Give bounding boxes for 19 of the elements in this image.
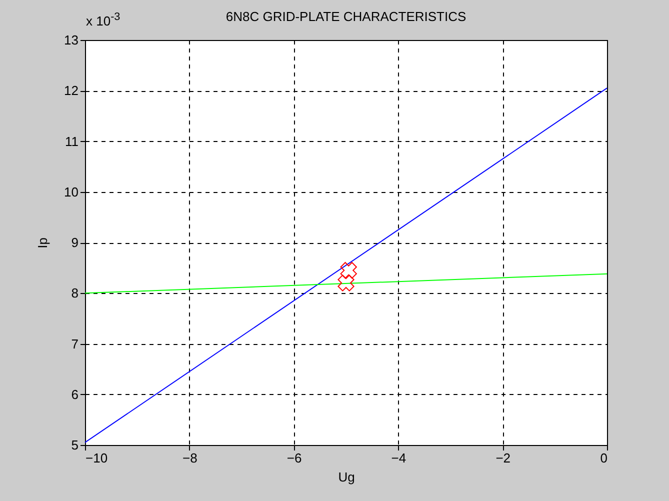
- y-tick-label: 10: [64, 184, 78, 200]
- x-tick-label: −6: [286, 450, 302, 466]
- x-tick-label: −8: [182, 450, 198, 466]
- x-tick-label: −10: [86, 450, 108, 466]
- x-axis-title: Ug: [338, 470, 355, 484]
- x-tick-label: 0: [600, 450, 608, 466]
- y-tick-label: 6: [71, 386, 78, 402]
- y-tick-label: 8: [71, 286, 78, 301]
- x-tick-label: −2: [496, 450, 511, 466]
- y-tick-label: 11: [65, 134, 78, 149]
- y-tick-label: 12: [64, 83, 78, 98]
- y-tick-label: 5: [71, 438, 78, 452]
- y-tick-label: 9: [71, 235, 78, 250]
- y-axis-title: Ip: [35, 238, 50, 248]
- chart-title: 6N8C GRID-PLATE CHARACTERISTICS: [226, 9, 466, 24]
- x-tick-label: −4: [391, 450, 406, 466]
- y-tick-label: 13: [64, 32, 78, 48]
- text: x 10$^{-3}$: [86, 11, 120, 28]
- y-tick-label: 7: [71, 336, 78, 352]
